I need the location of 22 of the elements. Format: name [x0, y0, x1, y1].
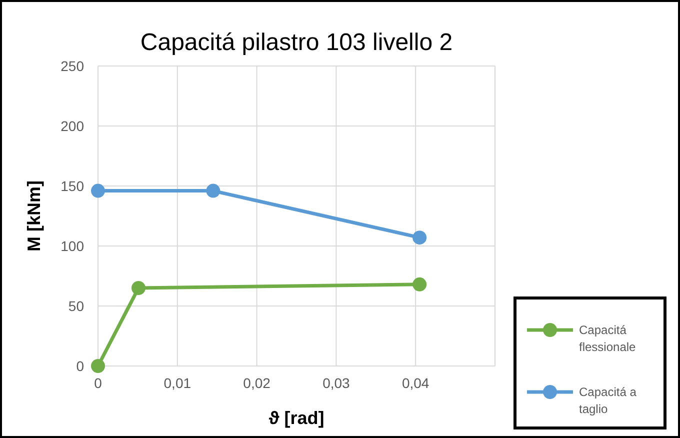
y-tick-label: 0 — [76, 358, 84, 374]
legend-label: Capacitá a taglio — [579, 385, 637, 416]
legend-label: Capacitá flessionale — [579, 323, 636, 354]
y-tick-label: 250 — [60, 58, 84, 74]
point — [412, 230, 427, 245]
point — [131, 281, 146, 295]
x-tick-label: 0,04 — [402, 375, 430, 391]
x-tick-label: 0 — [94, 375, 102, 391]
point — [91, 184, 105, 198]
x-tick-label: 0,01 — [164, 375, 192, 391]
chart-title: Capacitá pilastro 103 livello 2 — [140, 29, 453, 56]
point — [206, 184, 220, 198]
point — [412, 277, 427, 292]
y-axis-title: M [kNm] — [24, 180, 44, 252]
x-tick-label: 0,03 — [322, 375, 350, 391]
x-tick-label: 0,02 — [243, 375, 271, 391]
point — [91, 359, 105, 373]
x-axis-title: ϑ [rad] — [268, 408, 324, 428]
y-tick-label: 200 — [60, 118, 84, 134]
y-tick-label: 150 — [60, 178, 84, 194]
y-tick-label: 100 — [60, 238, 84, 254]
y-tick-label: 50 — [68, 298, 84, 314]
